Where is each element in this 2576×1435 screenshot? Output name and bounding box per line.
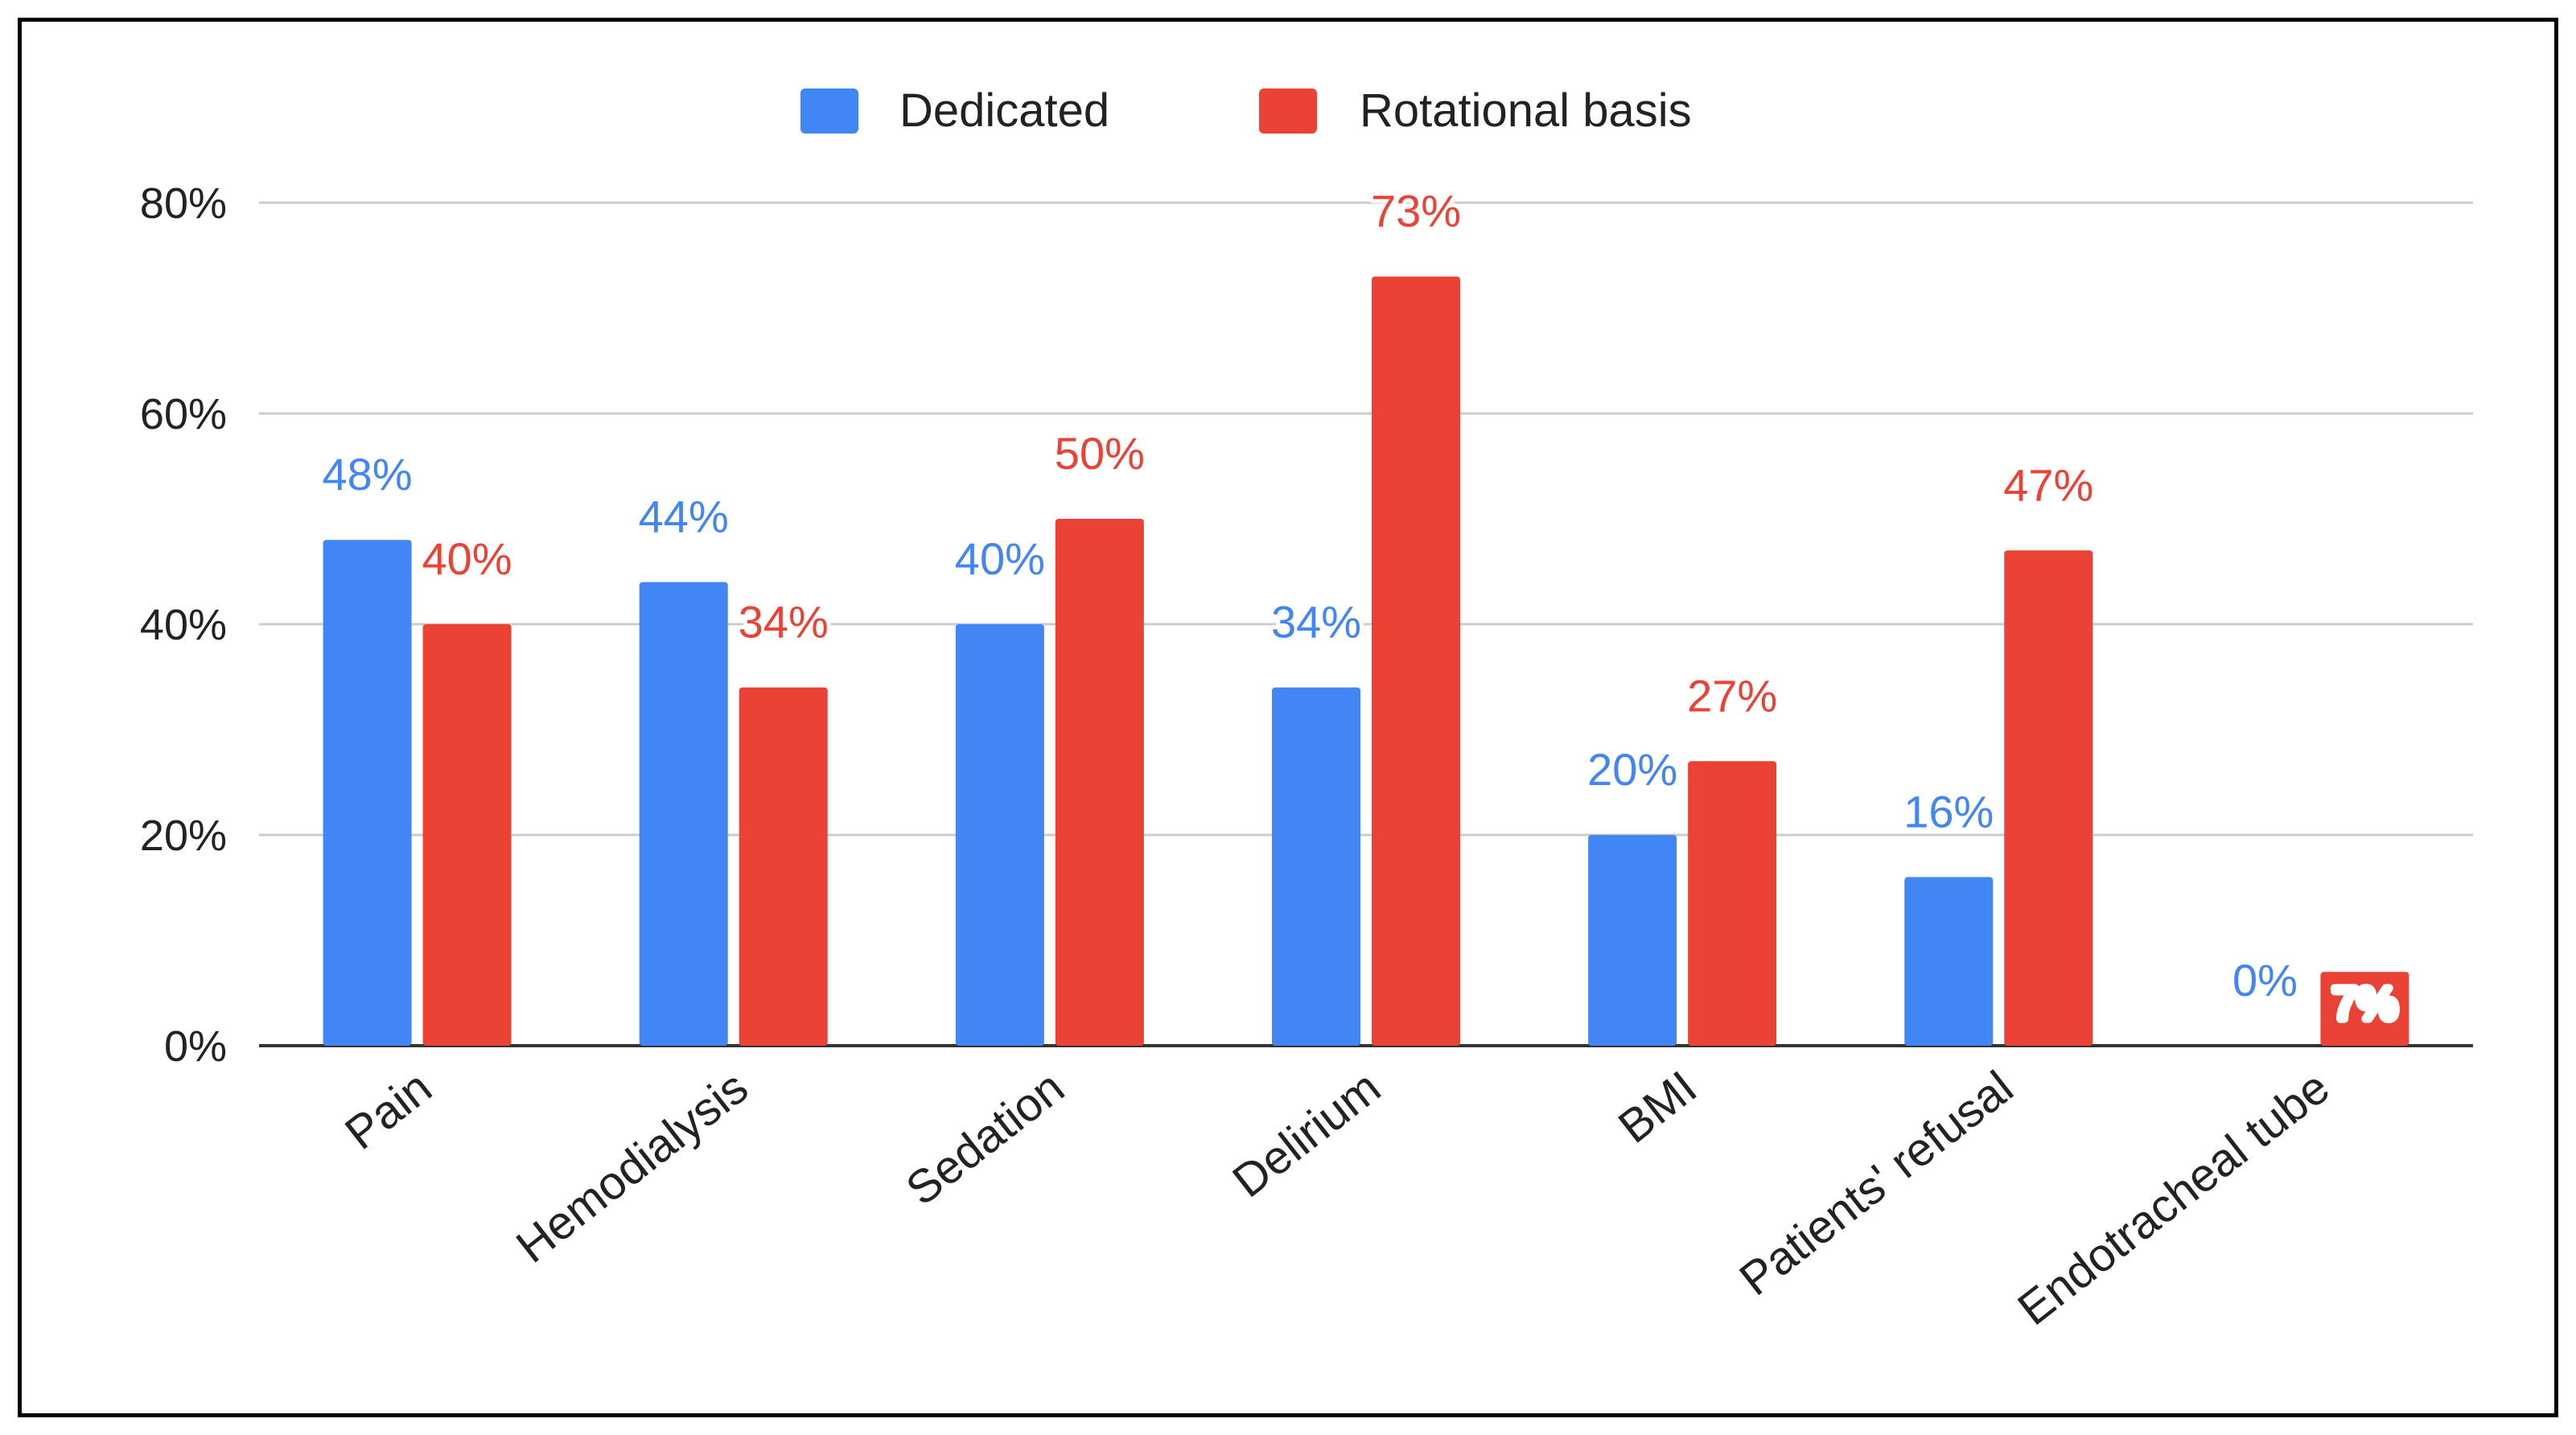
- bar-rotational: [1055, 519, 1144, 1046]
- y-tick-label: 80%: [140, 179, 227, 228]
- legend-swatch: [800, 88, 858, 134]
- legend-label: Rotational basis: [1360, 84, 1692, 137]
- bar-dedicated: [323, 540, 412, 1046]
- legend-swatch: [1259, 88, 1317, 134]
- bar-rotational: [1372, 276, 1460, 1046]
- category-label: BMI: [1609, 1061, 1706, 1153]
- category-label: Sedation: [896, 1061, 1073, 1215]
- data-label: 34%: [1271, 597, 1361, 648]
- category-label: Patients' refusal: [1730, 1061, 2023, 1305]
- bar-dedicated: [1588, 835, 1677, 1046]
- data-label: 50%: [1055, 428, 1145, 479]
- data-label: 0%: [2232, 955, 2298, 1005]
- data-label: 40%: [955, 533, 1045, 584]
- category-label: Hemodialysis: [507, 1061, 758, 1273]
- bar-rotational: [739, 687, 828, 1046]
- bar-rotational: [422, 624, 512, 1046]
- data-label: 48%: [323, 449, 413, 500]
- data-label: 40%: [422, 533, 512, 584]
- legend-label: Dedicated: [899, 84, 1109, 137]
- category-label: Endotracheal tube: [2008, 1061, 2339, 1335]
- bar-dedicated: [639, 582, 728, 1046]
- y-tick-label: 40%: [140, 601, 227, 649]
- bar-rotational: [2004, 550, 2093, 1046]
- data-label: 20%: [1587, 744, 1677, 795]
- x-axis-categories: Pain Hemodialysis Sedation Delirium BMI Patie…: [335, 1061, 2339, 1335]
- category-label: Pain: [335, 1061, 442, 1160]
- data-label: 16%: [1903, 786, 1994, 837]
- category-label: Delirium: [1223, 1061, 1390, 1207]
- bar-dedicated: [1904, 877, 1994, 1046]
- data-label: 7%: [2332, 977, 2397, 1028]
- y-axis-ticks: 0% 20% 40% 60% 80%: [140, 179, 227, 1071]
- chart-frame: [18, 18, 2558, 1417]
- bars: [323, 276, 2409, 1046]
- data-labels: 48%40%44%34%40%50%34%73%20%27%16%47%0% 7%: [319, 182, 2401, 1033]
- data-label: 34%: [739, 597, 829, 648]
- legend: Dedicated Rotational basis: [800, 84, 1692, 137]
- y-tick-label: 20%: [140, 812, 227, 860]
- bar-dedicated: [1272, 687, 1360, 1046]
- y-tick-label: 0%: [164, 1022, 227, 1071]
- data-label: 47%: [2003, 459, 2093, 510]
- bar-rotational: [2320, 972, 2409, 1046]
- data-label: 44%: [639, 491, 729, 542]
- data-label: 73%: [1371, 186, 1461, 236]
- bar-dedicated: [955, 624, 1044, 1046]
- data-label: 27%: [1687, 670, 1777, 721]
- gridlines: [259, 201, 2473, 1047]
- bar-rotational: [1688, 761, 1777, 1046]
- y-tick-label: 60%: [140, 390, 227, 438]
